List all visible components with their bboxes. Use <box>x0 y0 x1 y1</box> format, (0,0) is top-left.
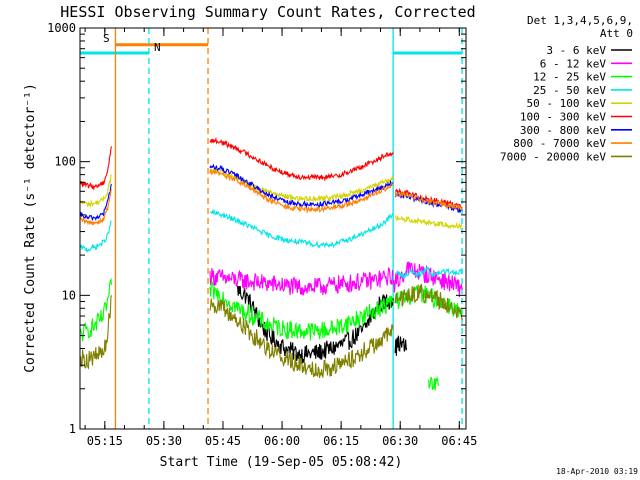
series-segment-1 <box>209 279 394 341</box>
timestamp: 18-Apr-2010 03:19 <box>556 467 638 476</box>
legend-item-4: 50 - 100 keV <box>527 97 632 110</box>
annotation-s: S <box>103 32 110 45</box>
legend-label-3: 25 - 50 keV <box>533 84 606 97</box>
annotation-n: N <box>154 41 161 54</box>
legend-item-0: 3 - 6 keV <box>546 44 632 57</box>
legend-label-4: 50 - 100 keV <box>527 97 607 110</box>
legend-item-1: 6 - 12 keV <box>540 57 632 70</box>
legend-item-2: 12 - 25 keV <box>533 71 632 84</box>
legend-label-8: 7000 - 20000 keV <box>500 150 606 163</box>
series-segment-0 <box>79 220 112 254</box>
series-segment-1 <box>209 208 394 249</box>
series-segment-3 <box>428 375 439 391</box>
y-tick-label-3: 1000 <box>47 21 76 35</box>
series-segment-2 <box>394 187 463 210</box>
legend-label-1: 6 - 12 keV <box>540 57 607 70</box>
x-tick-label-6: 06:45 <box>441 434 477 448</box>
chart-title: HESSI Observing Summary Count Rates, Cor… <box>60 3 475 21</box>
legend-label-7: 800 - 7000 keV <box>513 137 606 150</box>
y-tick-label-0: 1 <box>69 422 76 436</box>
series-12-25-kev <box>79 277 463 391</box>
series-segment-2 <box>394 214 463 230</box>
legend-label-5: 100 - 300 keV <box>520 111 606 124</box>
series-segment-1 <box>209 136 394 182</box>
series-segment-2 <box>394 284 463 318</box>
series-segment-0 <box>79 189 113 226</box>
series-segment-0 <box>79 174 112 208</box>
series-segment-2 <box>394 266 463 279</box>
series-segment-0 <box>79 295 113 370</box>
series-segment-1 <box>394 335 408 356</box>
series-50-100-kev <box>79 167 463 230</box>
vertical-markers <box>114 28 463 429</box>
x-axis-label: Start Time (19-Sep-05 05:08:42) <box>160 455 403 470</box>
series-segment-2 <box>394 284 463 321</box>
legend-label-2: 12 - 25 keV <box>533 71 606 84</box>
series-segment-0 <box>79 277 113 342</box>
series-7000-20000-kev <box>79 284 463 378</box>
plot-area <box>79 136 463 391</box>
legend-item-6: 300 - 800 keV <box>520 124 632 137</box>
y-axis-label: Corrected Count Rate (s⁻¹ detector⁻¹) <box>23 83 38 373</box>
series-segment-1 <box>209 168 394 214</box>
legend-item-7: 800 - 7000 keV <box>513 137 632 150</box>
plot-frame <box>79 27 467 430</box>
legend-label-0: 3 - 6 keV <box>546 44 606 57</box>
series-segment-1 <box>209 163 394 209</box>
flag-bars <box>80 43 463 55</box>
x-tick-label-1: 05:30 <box>146 434 182 448</box>
y-tick-label-1: 10 <box>62 288 76 302</box>
x-tick-label-0: 05:15 <box>87 434 123 448</box>
y-tick-label-2: 100 <box>54 155 76 169</box>
series-segment-2 <box>394 191 463 212</box>
series-segment-1 <box>209 167 394 203</box>
x-tick-label-5: 06:30 <box>382 434 418 448</box>
series-segment-0 <box>79 146 113 191</box>
series-800-7000-kev <box>79 168 463 226</box>
series-segment-0 <box>209 267 394 296</box>
x-tick-label-2: 05:45 <box>205 434 241 448</box>
legend-item-5: 100 - 300 keV <box>520 111 632 124</box>
legend-label-6: 300 - 800 keV <box>520 124 606 137</box>
series-segment-1 <box>209 298 394 378</box>
series-segment-0 <box>237 285 394 364</box>
series-25-50-kev <box>79 208 463 279</box>
legend-header-line-2: Att 0 <box>600 27 633 40</box>
legend-header-line-1: Det 1,3,4,5,6,9, <box>527 14 633 27</box>
legend-item-8: 7000 - 20000 keV <box>500 150 632 163</box>
series-100-300-kev <box>79 136 463 210</box>
series-3-6-kev <box>237 285 408 364</box>
x-tick-label-4: 06:15 <box>323 434 359 448</box>
legend-item-3: 25 - 50 keV <box>533 84 632 97</box>
axes: 05:15 05:30 05:45 06:00 06:15 06:30 06:45 1 10 10… <box>47 21 477 448</box>
series-segment-0 <box>79 183 112 221</box>
x-tick-label-3: 06:00 <box>264 434 300 448</box>
